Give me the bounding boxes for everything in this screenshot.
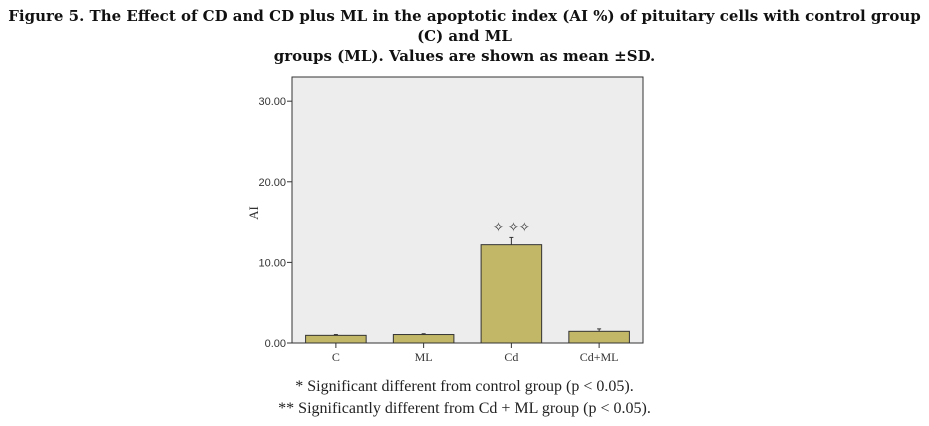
footnote-2: ** Significantly different from Cd + ML … [278,400,651,417]
x-tick-label: Cd+ML [580,350,619,364]
bar-ml [392,334,455,344]
y-tick-label: 10.00 [258,257,286,269]
caption-line-2: groups (ML). Values are shown as mean ±S… [273,47,656,65]
bars-group: ✧ ✧✧ [305,220,630,344]
bar-c [305,334,367,344]
caption-line-1: Figure 5. The Effect of CD and CD plus M… [8,7,921,45]
figure-caption: Figure 5. The Effect of CD and CD plus M… [0,6,929,66]
footnote-1: * Significant different from control gro… [295,378,634,395]
y-axis-label: AI [246,206,261,220]
y-tick-label: 20.00 [258,177,286,189]
y-tick-label: 0.00 [265,338,286,350]
x-tick-label: ML [415,350,433,364]
bar-cd [480,244,543,344]
x-axis: C ML Cd Cd+ML [332,343,619,364]
bar-cd-ml [568,330,630,344]
significance-marker: ✧ ✧✧ [493,220,530,235]
x-tick-label: Cd [504,350,518,364]
bar-chart: 0.00 10.00 20.00 30.00 ✧ ✧✧ C ML Cd Cd+ML AI [246,76,644,364]
x-tick-label: C [332,350,340,364]
y-axis: 0.00 10.00 20.00 30.00 [258,96,292,350]
plot-area [291,76,644,344]
y-tick-label: 30.00 [258,96,286,108]
